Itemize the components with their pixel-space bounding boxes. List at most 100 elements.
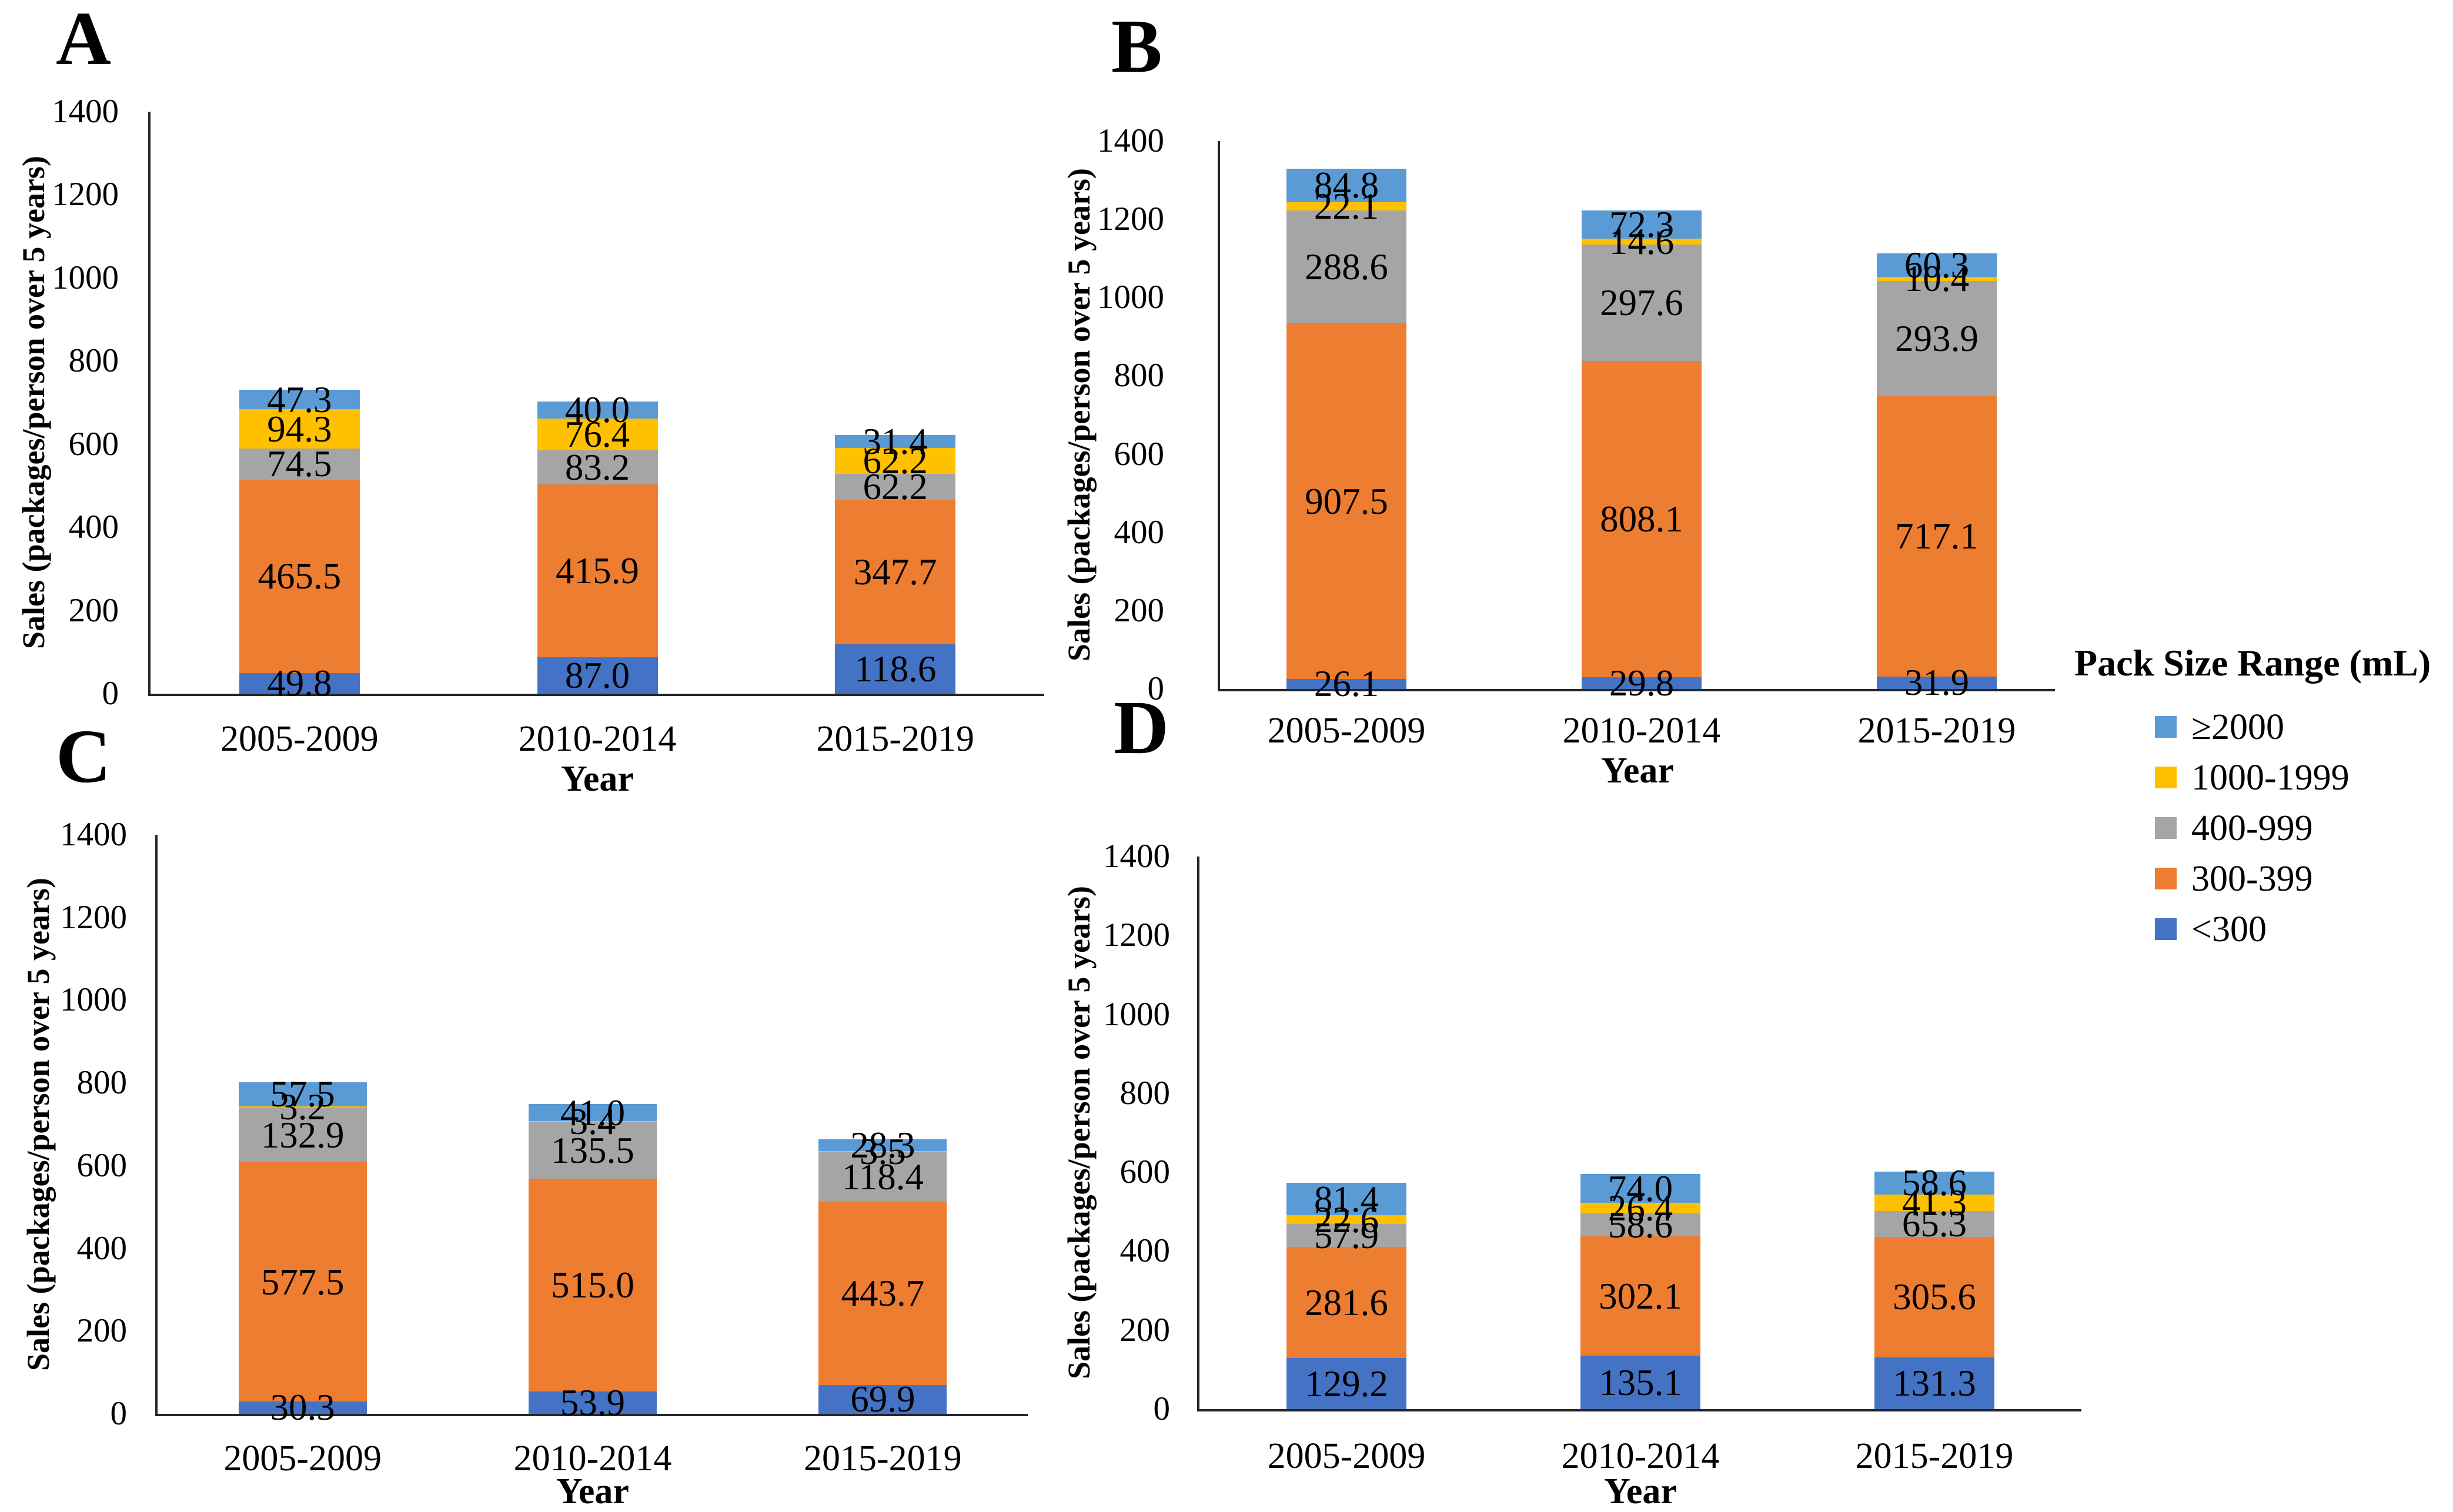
bar-segment-a (537, 484, 658, 658)
bar-segment-c (529, 1178, 657, 1392)
y-tick-label-d: 200 (1119, 1311, 1171, 1349)
bar-segment-label-b: 26.1 (1314, 663, 1379, 705)
bar-segment-a (537, 402, 658, 419)
bar-segment-label-a: 465.5 (258, 556, 342, 597)
bar-segment-c (529, 1391, 657, 1414)
category-label-c: 2015-2019 (804, 1439, 962, 1478)
y-tick-label-a: 600 (68, 425, 119, 463)
bar-segment-d (1286, 1215, 1406, 1225)
bar-segment-label-b: 293.9 (1895, 317, 1979, 359)
bar-segment-label-b: 717.1 (1895, 516, 1979, 557)
bar-segment-d (1580, 1356, 1700, 1409)
bar-segment-d (1286, 1247, 1406, 1359)
y-tick-label-b: 1000 (1097, 279, 1164, 316)
bar-segment-label-a: 415.9 (556, 550, 639, 592)
panel-label-a: A (56, 0, 111, 81)
bar-segment-label-a: 87.0 (564, 655, 630, 697)
bar-segment-label-a: 40.0 (564, 389, 630, 431)
bar-segment-b (1582, 677, 1702, 689)
bar-segment-c (529, 1104, 657, 1121)
bar-segment-label-b: 288.6 (1305, 246, 1388, 288)
y-tick-label-a: 1400 (52, 93, 119, 130)
bar-segment-label-c: 132.9 (260, 1114, 345, 1156)
bar-segment-label-d: 41.3 (1901, 1182, 1967, 1223)
bar-segment-label-d: 129.2 (1305, 1363, 1388, 1404)
x-axis-line-d (1197, 1409, 2081, 1411)
bar-segment-label-c: 28.3 (850, 1124, 915, 1166)
bar-segment-d (1580, 1203, 1700, 1214)
category-label-b: 2005-2009 (1267, 711, 1426, 751)
category-label-d: 2010-2014 (1561, 1436, 1720, 1476)
bar-segment-label-b: 84.8 (1314, 165, 1379, 206)
bar-segment-label-c: 135.5 (551, 1130, 634, 1172)
legend-swatch-icon (2155, 918, 2177, 940)
bar-segment-c (238, 1401, 367, 1414)
legend-entry-label: 300-399 (2191, 859, 2313, 899)
legend-entry-label: 1000-1999 (2191, 758, 2350, 798)
bar-segment-b (1286, 678, 1406, 689)
bar-segment-label-d: 135.1 (1599, 1362, 1682, 1403)
bar-segment-a (835, 448, 956, 474)
legend-entry-label: <300 (2191, 909, 2267, 949)
legend-swatch-icon (2155, 716, 2177, 738)
bar-segment-label-d: 305.6 (1893, 1276, 1976, 1318)
x-axis-title-d: Year (1604, 1471, 1677, 1511)
y-tick-label-c: 600 (76, 1146, 128, 1184)
y-tick-label-b: 1200 (1097, 200, 1164, 238)
x-axis-title-a: Year (561, 759, 634, 799)
bar-segment-label-a: 83.2 (564, 446, 630, 488)
bar-segment-label-c: 3.4 (569, 1101, 616, 1143)
category-label-a: 2015-2019 (816, 719, 974, 759)
bar-segment-a (835, 474, 956, 500)
bar-segment-c (818, 1201, 947, 1385)
y-tick-label-d: 1000 (1103, 995, 1170, 1033)
bar-segment-label-c: 41.0 (560, 1092, 626, 1133)
y-tick-label-a: 1000 (52, 259, 119, 296)
bar-segment-label-c: 69.9 (850, 1379, 915, 1420)
bar-segment-label-b: 60.3 (1904, 244, 1970, 286)
y-tick-label-b: 400 (1114, 513, 1165, 551)
bar-segment-label-a: 76.4 (564, 413, 630, 455)
bar-segment-b (1286, 210, 1406, 324)
y-axis-line-c (155, 835, 158, 1416)
y-tick-label-a: 400 (68, 509, 119, 546)
y-tick-label-a: 200 (68, 591, 119, 629)
category-label-d: 2015-2019 (1855, 1436, 2014, 1476)
bar-segment-b (1877, 276, 1997, 281)
bar-segment-label-b: 808.1 (1600, 499, 1683, 540)
bar-segment-label-c: 53.9 (560, 1382, 626, 1424)
bar-segment-label-b: 22.1 (1314, 186, 1379, 227)
bar-segment-label-d: 57.9 (1314, 1215, 1379, 1256)
y-tick-label-b: 600 (1114, 435, 1165, 473)
y-tick-label-b: 1400 (1097, 122, 1164, 159)
y-tick-label-a: 0 (102, 675, 119, 712)
bar-segment-d (1874, 1171, 1994, 1195)
bar-segment-c (238, 1107, 367, 1163)
bar-segment-label-a: 118.6 (854, 648, 937, 690)
y-tick-label-c: 0 (110, 1395, 128, 1432)
y-tick-label-d: 400 (1119, 1232, 1171, 1270)
bar-segment-label-c: 3.2 (279, 1086, 326, 1128)
bar-segment-a (239, 673, 360, 694)
bar-segment-label-a: 49.8 (267, 663, 332, 704)
y-tick-label-a: 800 (68, 342, 119, 380)
bar-segment-label-b: 72.3 (1609, 204, 1675, 246)
bar-segment-c (529, 1121, 657, 1123)
bar-segment-label-c: 30.3 (270, 1387, 335, 1429)
y-tick-label-d: 1200 (1103, 916, 1170, 954)
bar-segment-label-a: 47.3 (267, 379, 332, 420)
y-axis-line-a (148, 112, 151, 696)
bar-segment-label-a: 347.7 (853, 551, 937, 593)
bar-segment-d (1874, 1357, 1994, 1409)
panel-label-d: D (1114, 685, 1169, 770)
x-axis-title-c: Year (556, 1471, 629, 1511)
bar-segment-d (1580, 1236, 1700, 1356)
bar-segment-a (835, 644, 956, 694)
bar-segment-label-c: 3.5 (859, 1131, 906, 1173)
bar-segment-b (1877, 253, 1997, 277)
bar-segment-b (1582, 239, 1702, 245)
y-tick-label-c: 1000 (60, 981, 127, 1019)
bar-segment-d (1874, 1195, 1994, 1211)
bar-segment-label-b: 31.9 (1904, 662, 1970, 704)
